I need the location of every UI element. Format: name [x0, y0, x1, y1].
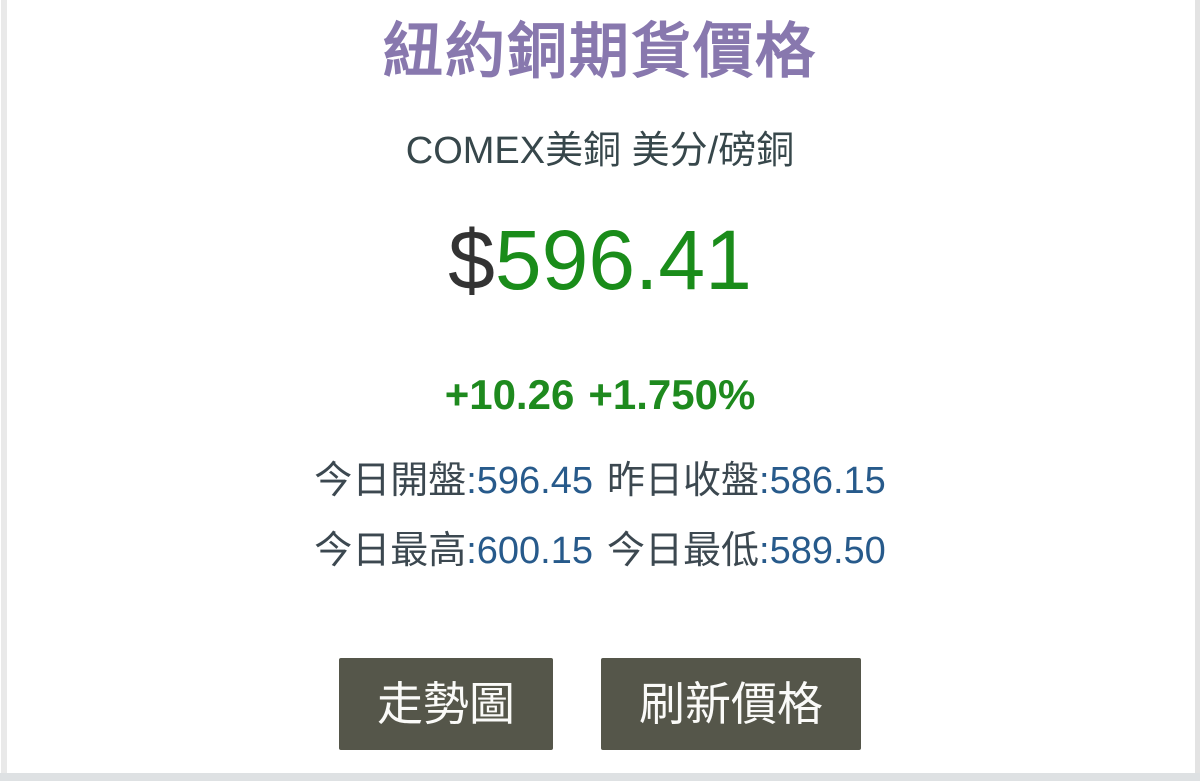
low-value: 589.50	[769, 530, 886, 572]
change-absolute: +10.26	[444, 371, 575, 418]
contract-subtitle: COMEX美銅 美分/磅銅	[405, 130, 795, 172]
prev-close-separator: :	[759, 460, 770, 502]
open-separator: :	[466, 460, 477, 502]
refresh-price-button[interactable]: 刷新價格	[601, 658, 861, 750]
open-value: 596.45	[476, 460, 593, 502]
current-price: $596.41	[0, 218, 1200, 302]
price-change: +10.26 +1.750%	[0, 374, 1200, 416]
low-label: 今日最低	[607, 530, 760, 572]
high-label: 今日最高	[314, 530, 467, 572]
stats-row-open-close: 今日開盤:596.45 昨日收盤:586.15	[0, 462, 1200, 500]
prev-close-label: 昨日收盤	[607, 460, 760, 502]
action-button-row: 走勢圖 刷新價格	[0, 658, 1200, 750]
price-value: 596.41	[494, 213, 752, 307]
currency-symbol: $	[448, 213, 495, 307]
bottom-scrollbar-track[interactable]	[0, 773, 1200, 781]
high-separator: :	[466, 530, 477, 572]
stats-row-high-low: 今日最高:600.15 今日最低:589.50	[0, 532, 1200, 570]
high-value: 600.15	[476, 530, 593, 572]
low-separator: :	[759, 530, 770, 572]
change-percent: +1.750%	[588, 371, 756, 418]
left-edge-strip	[1, 0, 7, 781]
right-edge-strip	[1195, 0, 1200, 781]
page-title: 紐約銅期貨價格	[383, 18, 817, 85]
trend-chart-button[interactable]: 走勢圖	[339, 658, 553, 750]
prev-close-value: 586.15	[769, 460, 886, 502]
open-label: 今日開盤	[314, 460, 467, 502]
